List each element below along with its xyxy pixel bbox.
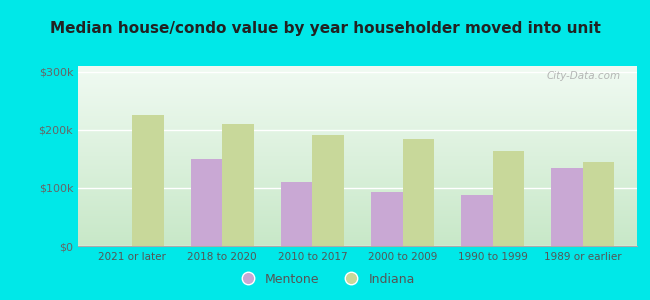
Text: Median house/condo value by year householder moved into unit: Median house/condo value by year househo… [49, 21, 601, 36]
Bar [190, 159, 222, 246]
Bar [313, 134, 344, 246]
Bar [551, 168, 583, 246]
Bar [583, 162, 614, 246]
Bar [462, 195, 493, 246]
Text: City-Data.com: City-Data.com [546, 71, 620, 81]
Bar [222, 124, 254, 246]
Legend: Mentone, Indiana: Mentone, Indiana [230, 268, 420, 291]
Bar [493, 152, 525, 246]
Bar [281, 182, 313, 246]
Bar [402, 139, 434, 246]
Bar [371, 192, 402, 246]
Bar [132, 116, 164, 246]
